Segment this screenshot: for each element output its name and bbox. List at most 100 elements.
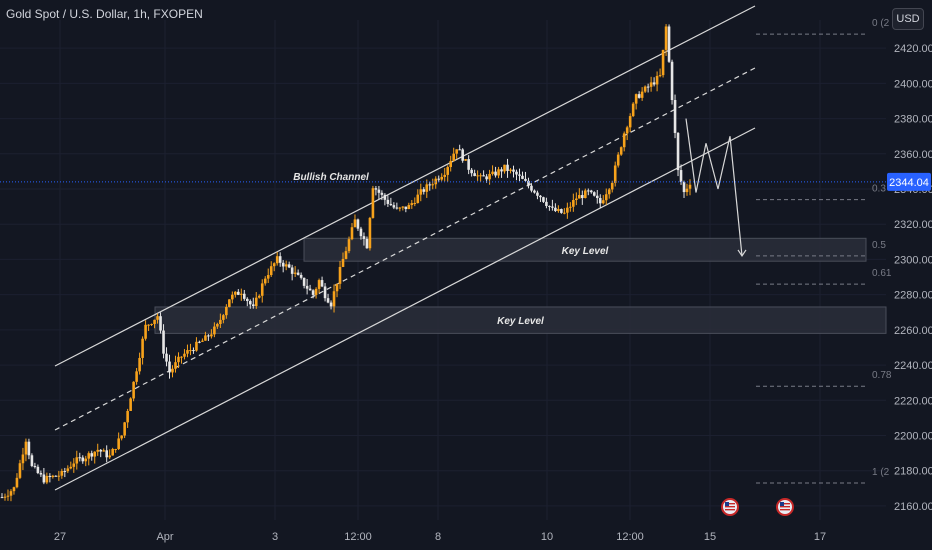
candles xyxy=(0,24,692,502)
candle-body xyxy=(251,304,255,307)
candle-body xyxy=(123,422,126,436)
candle-body xyxy=(374,188,378,190)
candle-body xyxy=(431,184,435,186)
candle-body xyxy=(278,256,282,263)
candle-body xyxy=(210,334,213,337)
candle-body xyxy=(284,264,288,267)
candle-body xyxy=(422,189,426,192)
candle-body xyxy=(527,180,530,186)
candle-body xyxy=(240,293,243,295)
price-tick-label: 2200.00 xyxy=(894,430,932,442)
candle-body xyxy=(631,103,635,117)
candle-body xyxy=(542,197,545,202)
candle-body xyxy=(368,217,372,249)
candle-body xyxy=(479,175,482,177)
candle-body xyxy=(344,251,348,259)
price-tick-label: 2380.00 xyxy=(894,114,932,126)
us-flag-event-icon[interactable] xyxy=(721,498,739,516)
candle-body xyxy=(688,184,692,189)
candle-body xyxy=(174,362,177,369)
candle-body xyxy=(213,326,216,335)
candle-body xyxy=(242,293,246,299)
candle-body xyxy=(512,169,515,172)
candle-body xyxy=(57,475,61,477)
candle-body xyxy=(75,457,79,464)
candle-body xyxy=(347,239,351,252)
candle-body xyxy=(189,350,192,352)
time-axis[interactable]: 27 Apr 3 12:00 8 10 12:00 15 17 xyxy=(54,531,826,543)
candle-body xyxy=(350,227,354,240)
candle-body xyxy=(260,283,264,296)
candle-body xyxy=(482,175,485,177)
current-price-badge xyxy=(887,172,931,191)
candle-body xyxy=(401,206,405,208)
candle-body xyxy=(204,335,207,341)
price-tick-label: 2360.00 xyxy=(894,149,932,161)
price-tick-label: 2280.00 xyxy=(894,290,932,302)
candle-body xyxy=(545,201,548,206)
candle-body xyxy=(664,26,668,50)
forecast-arrowhead xyxy=(737,249,747,257)
time-tick-label: 15 xyxy=(704,531,716,543)
candle-body xyxy=(584,190,587,199)
candle-body xyxy=(314,288,318,295)
price-tick-label: 2400.00 xyxy=(894,78,932,90)
price-axis[interactable]: 2160.00 2180.00 2200.00 2220.00 2240.00 2260.… xyxy=(887,43,932,513)
symbol-title: Gold Spot / U.S. Dollar, 1h, FXOPEN xyxy=(6,7,203,21)
candle-body xyxy=(452,153,455,161)
candle-body xyxy=(353,219,357,228)
candle-body xyxy=(326,298,330,303)
candle-body xyxy=(667,26,671,62)
candle-body xyxy=(371,188,375,218)
candle-body xyxy=(114,449,117,451)
time-tick-label: 10 xyxy=(541,531,553,543)
candle-body xyxy=(485,176,488,180)
candle-body xyxy=(245,298,249,302)
candle-body xyxy=(449,160,452,168)
candle-body xyxy=(117,438,120,450)
candle-body xyxy=(437,178,441,180)
candle-body xyxy=(497,169,500,176)
candle-body xyxy=(539,195,542,198)
candle-body xyxy=(524,178,527,181)
candle-body xyxy=(428,184,432,186)
fib-level-label: 0.78 xyxy=(872,370,892,381)
candle-body xyxy=(581,195,584,199)
candle-body xyxy=(120,435,123,439)
candle-body xyxy=(216,324,219,327)
candle-body xyxy=(467,159,470,170)
candle-body xyxy=(141,338,144,358)
economic-events[interactable] xyxy=(721,498,794,516)
price-tick-label: 2420.00 xyxy=(894,43,932,55)
candle-body xyxy=(575,198,578,201)
candle-body xyxy=(458,149,461,151)
candle-body xyxy=(42,474,46,483)
candle-body xyxy=(557,209,560,212)
candle-body xyxy=(275,256,279,264)
candle-body xyxy=(63,471,67,473)
candle-body xyxy=(682,181,686,193)
candle-body xyxy=(488,173,491,180)
candle-body xyxy=(560,209,563,213)
fib-level-label: 0 (2 xyxy=(872,18,890,29)
candle-body xyxy=(54,475,58,477)
candle-body xyxy=(398,207,402,209)
us-flag-event-icon[interactable] xyxy=(776,498,794,516)
time-tick-label: 12:00 xyxy=(616,531,644,543)
current-price-label: 2344.04 xyxy=(889,177,929,189)
candle-body xyxy=(192,350,195,352)
candle-body xyxy=(111,449,114,456)
candle-body xyxy=(105,450,108,458)
candle-body xyxy=(3,496,7,498)
candle-body xyxy=(168,361,171,373)
candle-body xyxy=(551,206,554,208)
candle-body xyxy=(90,453,94,457)
candle-body xyxy=(464,159,467,161)
candle-body xyxy=(569,206,572,208)
candle-body xyxy=(416,194,420,203)
candle-body xyxy=(135,371,138,382)
currency-button[interactable]: USD xyxy=(892,8,924,30)
candle-body xyxy=(634,94,638,104)
candle-body xyxy=(138,357,141,372)
